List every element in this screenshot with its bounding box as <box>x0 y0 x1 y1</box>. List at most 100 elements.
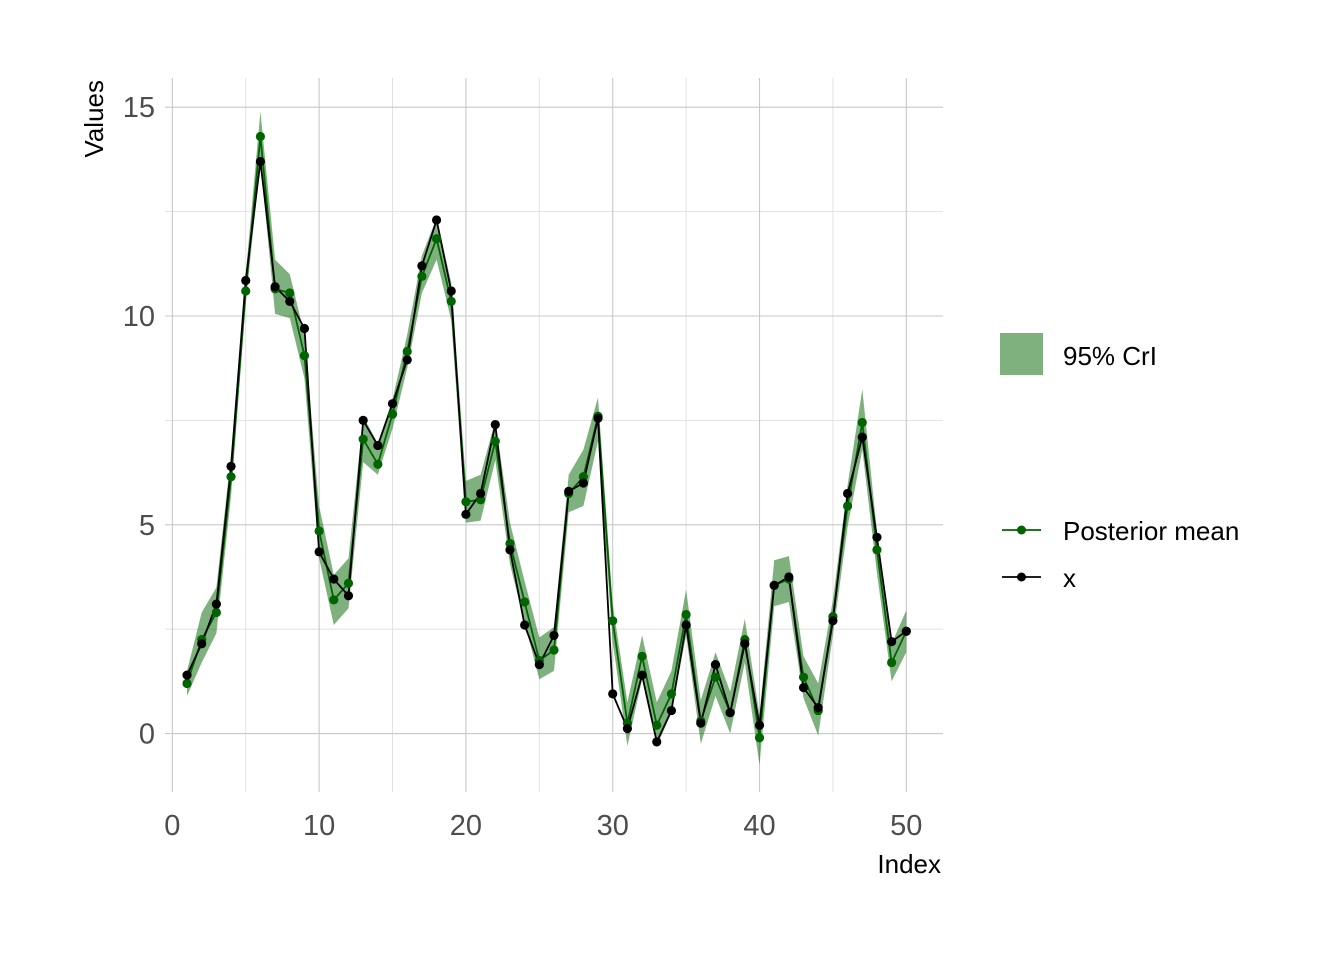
data-point-posterior-mean <box>608 616 618 626</box>
data-point-posterior-mean <box>887 657 897 668</box>
data-point-x <box>813 703 823 713</box>
data-point-posterior-mean <box>299 351 310 361</box>
data-point-x <box>710 660 721 670</box>
legend-label-ribbon: 95% CrI <box>1063 341 1157 371</box>
data-point-x <box>857 432 867 442</box>
data-point-x <box>842 488 853 499</box>
data-point-x <box>417 261 427 271</box>
data-point-x <box>241 275 251 286</box>
data-point-posterior-mean <box>373 459 383 469</box>
y-tick-label: 15 <box>123 92 155 124</box>
data-point-x <box>387 399 398 409</box>
data-point-x <box>358 415 368 425</box>
data-point-x <box>343 591 354 601</box>
legend-key-point-x <box>1017 572 1026 582</box>
data-point-posterior-mean <box>872 545 882 555</box>
data-point-posterior-mean <box>798 672 809 682</box>
data-point-x <box>666 705 677 716</box>
legend-label-posterior-mean: Posterior mean <box>1063 516 1239 546</box>
data-point-x <box>784 572 794 582</box>
x-tick-label: 40 <box>743 810 775 842</box>
data-point-x <box>211 599 221 609</box>
data-point-posterior-mean <box>520 597 530 607</box>
data-point-posterior-mean <box>637 651 647 661</box>
data-point-x <box>255 156 266 167</box>
x-tick-label: 0 <box>164 810 180 842</box>
legend-label-x: x <box>1063 563 1076 593</box>
data-point-x <box>901 626 911 636</box>
data-point-x <box>564 486 574 496</box>
data-point-x <box>549 630 559 641</box>
data-point-posterior-mean <box>549 645 559 655</box>
data-point-posterior-mean <box>842 501 853 511</box>
data-point-x <box>505 545 515 555</box>
data-point-posterior-mean <box>681 609 691 620</box>
y-axis-title: Values <box>79 80 109 158</box>
series-lines-layer <box>186 135 908 743</box>
data-point-posterior-mean <box>490 436 500 446</box>
data-point-x <box>226 461 236 471</box>
data-point-x <box>490 419 500 430</box>
data-point-x <box>754 720 765 730</box>
data-point-posterior-mean <box>182 678 192 689</box>
data-point-x <box>285 296 295 306</box>
data-point-posterior-mean <box>226 472 236 482</box>
data-point-x <box>534 660 544 670</box>
data-point-x <box>461 509 471 519</box>
y-tick-label: 0 <box>139 719 155 751</box>
data-point-posterior-mean <box>754 733 765 743</box>
legend: 95% CrI Posterior mean x <box>1000 333 1239 593</box>
axis-ticks-layer: 0 10 20 30 40 50 0 5 10 15 <box>123 92 923 842</box>
data-point-posterior-mean <box>387 409 398 419</box>
x-tick-label: 30 <box>597 810 629 842</box>
data-point-x <box>652 737 662 747</box>
data-point-x <box>696 718 706 728</box>
data-point-posterior-mean <box>314 526 324 536</box>
data-point-x <box>608 689 618 699</box>
data-point-x <box>402 355 412 365</box>
data-point-posterior-mean <box>211 607 221 618</box>
data-point-x <box>270 282 280 292</box>
data-point-x <box>329 574 339 584</box>
series-points-layer <box>182 131 911 747</box>
data-point-x <box>446 286 456 296</box>
data-point-x <box>622 723 632 734</box>
data-point-x <box>182 670 192 680</box>
data-point-x <box>681 620 691 630</box>
data-point-x <box>828 616 838 626</box>
data-point-x <box>887 637 897 647</box>
data-point-posterior-mean <box>710 672 721 682</box>
data-point-posterior-mean <box>358 434 368 444</box>
legend-key-ribbon <box>1000 333 1043 375</box>
x-tick-label: 20 <box>450 810 482 842</box>
grid <box>165 78 943 792</box>
y-tick-label: 5 <box>139 510 155 542</box>
data-point-x <box>769 580 779 590</box>
y-tick-label: 10 <box>123 301 155 333</box>
data-point-posterior-mean <box>446 296 456 306</box>
credible-interval-ribbon <box>187 111 907 765</box>
data-point-x <box>431 215 442 225</box>
data-point-x <box>637 670 647 680</box>
data-point-posterior-mean <box>343 578 354 588</box>
data-point-x <box>725 708 735 718</box>
data-point-x <box>593 413 603 423</box>
x-tick-label: 10 <box>303 810 335 842</box>
data-point-x <box>798 683 809 693</box>
data-point-posterior-mean <box>255 131 266 142</box>
data-point-posterior-mean <box>431 234 442 244</box>
data-point-posterior-mean <box>329 595 339 605</box>
data-point-posterior-mean <box>461 497 471 507</box>
x-tick-label: 50 <box>890 810 922 842</box>
data-point-posterior-mean <box>402 346 412 357</box>
data-point-x <box>476 488 486 499</box>
data-point-x <box>299 323 310 334</box>
data-point-posterior-mean <box>652 720 662 730</box>
data-point-x <box>520 620 530 630</box>
data-point-x <box>373 440 383 451</box>
credible-interval-ribbon-layer <box>187 111 907 765</box>
data-point-x <box>578 478 588 488</box>
data-point-posterior-mean <box>285 288 295 298</box>
data-point-posterior-mean <box>857 417 867 428</box>
